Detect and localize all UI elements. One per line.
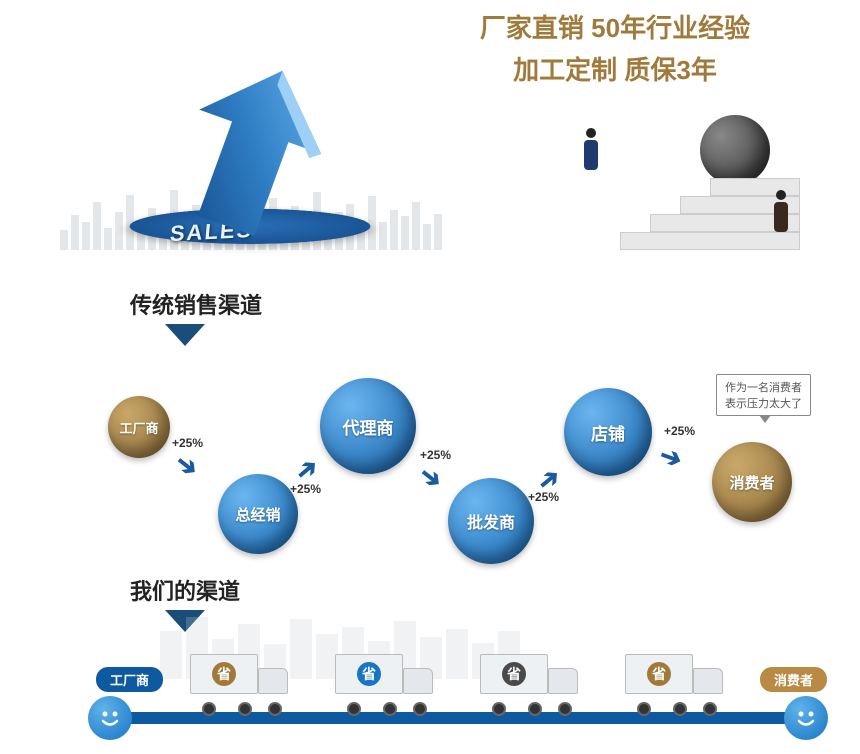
person-icon (582, 128, 600, 173)
headline-line2: 加工定制 质保3年 (390, 50, 840, 92)
link-arrow-icon: ➔ (169, 447, 205, 485)
our-channel: 我们的渠道 工厂商消费者省省省省 (0, 574, 860, 754)
hero-section: 厂家直销 50年行业经验 加工定制 质保3年 SALES (0, 0, 860, 280)
traditional-channel: 传统销售渠道 工厂商总经销代理商批发商店铺消费者➔➔➔➔➔+25%+25%+25… (0, 288, 860, 576)
channel-node: 工厂商 (108, 396, 170, 458)
markup-label: +25% (528, 490, 559, 504)
channel-node: 总经销 (218, 474, 298, 554)
smiley-icon (88, 696, 132, 740)
growth-arrow-icon (150, 60, 350, 260)
link-arrow-icon: ➔ (413, 459, 449, 497)
endpoint-pill: 消费者 (760, 667, 827, 692)
markup-label: +25% (664, 424, 695, 438)
person-icon (772, 190, 790, 235)
truck-icon: 省 (625, 654, 735, 710)
truck-icon: 省 (190, 654, 300, 710)
consumer-callout: 作为一名消费者表示压力太大了 (716, 374, 811, 416)
link-arrow-icon: ➔ (655, 439, 686, 476)
down-arrow-icon (165, 324, 205, 346)
traditional-flow: 工厂商总经销代理商批发商店铺消费者➔➔➔➔➔+25%+25%+25%+25%+2… (0, 346, 860, 576)
channel-node: 批发商 (448, 478, 534, 564)
markup-label: +25% (420, 448, 451, 462)
truck-icon: 省 (480, 654, 590, 710)
our-title: 我们的渠道 (130, 574, 860, 606)
channel-node: 代理商 (320, 378, 416, 474)
headline-line1: 厂家直销 50年行业经验 (390, 8, 840, 50)
truck-icon: 省 (335, 654, 445, 710)
markup-label: +25% (290, 482, 321, 496)
headline: 厂家直销 50年行业经验 加工定制 质保3年 (390, 8, 840, 91)
channel-node: 消费者 (712, 442, 792, 522)
markup-label: +25% (172, 436, 203, 450)
smiley-icon (784, 696, 828, 740)
endpoint-pill: 工厂商 (96, 667, 163, 692)
channel-node: 店铺 (564, 388, 652, 476)
traditional-title: 传统销售渠道 (130, 288, 860, 320)
